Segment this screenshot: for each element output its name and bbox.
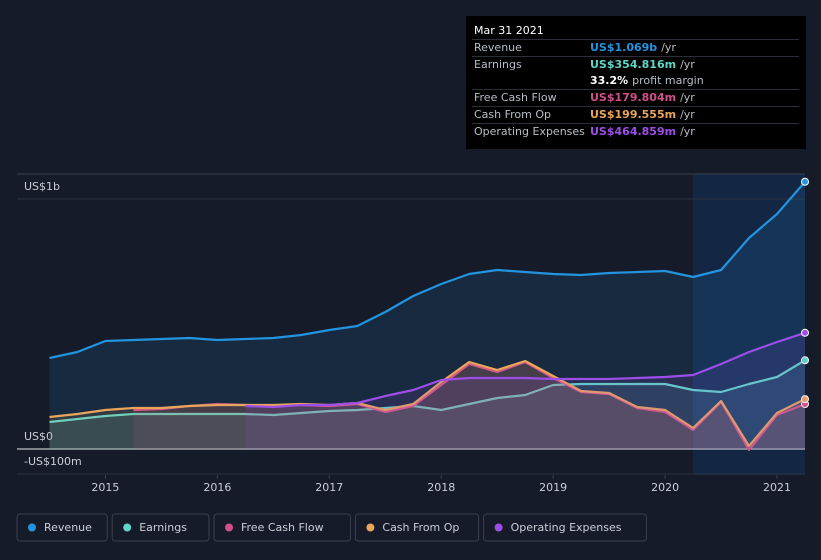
legend-label[interactable]: Earnings: [139, 521, 187, 534]
legend-button[interactable]: [213, 513, 351, 542]
tooltip-value-amount: US$199.555m: [590, 108, 676, 121]
x-tick-label: 2021: [763, 481, 791, 494]
x-tick-label: 2019: [539, 481, 567, 494]
tooltip-unit: /yr: [661, 41, 676, 54]
x-tick-label: 2016: [203, 481, 231, 494]
x-tick-label: 2015: [91, 481, 119, 494]
area: [49, 360, 805, 449]
tooltip-value: US$199.555m/yr: [590, 108, 695, 121]
area: [49, 361, 805, 449]
legend-button[interactable]: [483, 513, 647, 542]
x-tick-label: 2018: [427, 481, 455, 494]
end-point: [801, 328, 809, 337]
legend-button[interactable]: [16, 513, 108, 542]
tooltip-value: US$354.816m/yr: [590, 58, 695, 71]
end-point: [801, 356, 809, 365]
legend-swatch: [366, 523, 375, 532]
tooltip-value: US$464.859m/yr: [590, 125, 695, 138]
line: [49, 359, 806, 424]
area: [245, 332, 806, 449]
tooltip-value-amount: US$464.859m: [590, 125, 676, 138]
margin-text: profit margin: [632, 74, 704, 87]
tooltip-label: Cash From Op: [474, 108, 551, 121]
tooltip-value-amount: US$354.816m: [590, 58, 676, 71]
tooltip-value: US$179.804m/yr: [590, 91, 695, 104]
legend-button[interactable]: [111, 513, 210, 542]
tooltip-box: [466, 16, 806, 149]
legend: Revenue Earnings Free Cash Flow Cash From O…: [16, 513, 647, 542]
end-point: [801, 395, 809, 404]
legend-swatch: [28, 523, 36, 532]
tooltip-value-amount: US$1.069b: [590, 41, 657, 54]
tooltip: Mar 31 2021 Revenue US$1.069b/yr Earnings U…: [466, 16, 806, 149]
tooltip-unit: /yr: [680, 125, 695, 138]
past-year-highlight: [693, 174, 805, 475]
x-tick-label: 2017: [315, 481, 343, 494]
area: [133, 362, 805, 450]
tooltip-date: Mar 31 2021: [474, 24, 544, 37]
legend-button[interactable]: [354, 513, 480, 542]
x-tick-label: 2020: [651, 481, 679, 494]
line: [49, 181, 806, 360]
tooltip-value-amount: US$179.804m: [590, 91, 676, 104]
tooltip-value: US$1.069b/yr: [590, 41, 676, 54]
plot-area: US$1b US$0 -US$100m 2015 2016 2017 2018 2019 202…: [17, 173, 809, 494]
end-point: [801, 177, 809, 186]
line: [49, 359, 806, 448]
legend-swatch: [225, 523, 233, 532]
tooltip-unit: /yr: [680, 108, 695, 121]
tooltip-label: Free Cash Flow: [474, 91, 557, 104]
line: [245, 331, 806, 409]
tooltip-label: Operating Expenses: [474, 125, 585, 138]
tooltip-label: Revenue: [474, 41, 522, 54]
tooltip-unit: /yr: [680, 91, 695, 104]
legend-swatch: [494, 523, 503, 532]
legend-label[interactable]: Revenue: [44, 521, 92, 534]
tooltip-unit: /yr: [680, 58, 695, 71]
y-tick-label: US$1b: [24, 180, 60, 193]
tooltip-label: Earnings: [474, 58, 522, 71]
y-tick-label: US$0: [24, 430, 53, 443]
area: [49, 181, 805, 450]
legend-swatch: [123, 523, 132, 532]
y-tick-label: -US$100m: [24, 455, 82, 468]
legend-label[interactable]: Operating Expenses: [511, 521, 622, 534]
tooltip-margin: 33.2% profit margin: [590, 74, 704, 87]
legend-label[interactable]: Cash From Op: [382, 521, 459, 534]
margin-value: 33.2%: [590, 74, 628, 87]
legend-label[interactable]: Free Cash Flow: [241, 521, 324, 534]
